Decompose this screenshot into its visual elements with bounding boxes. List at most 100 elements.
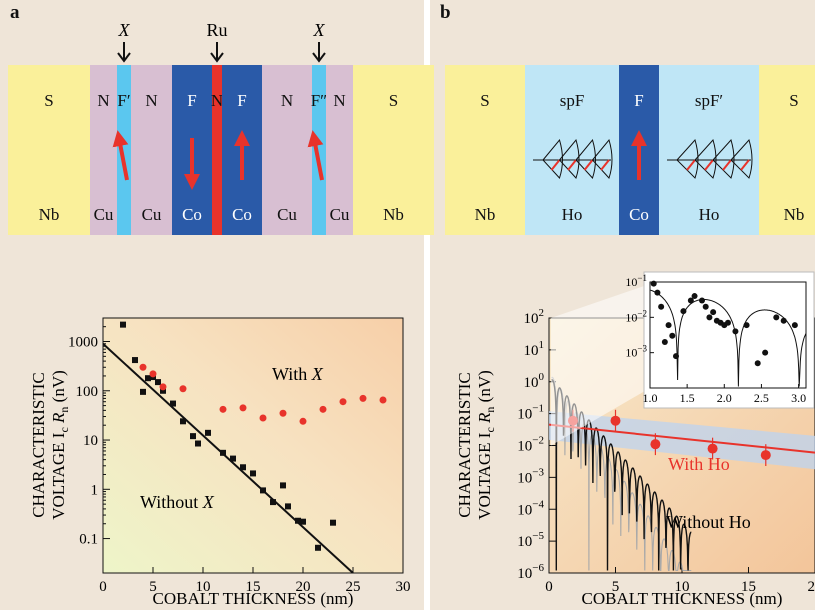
panel-a-layer-top-label: F [187, 91, 196, 110]
chart-a-plot-area [103, 318, 403, 573]
chart-a-point-with-x [319, 405, 327, 413]
panel-a-layer-top-label: N [281, 91, 293, 110]
chart-a-y-tick-label: 1000 [68, 335, 98, 351]
chart-a-point-without-x [260, 487, 266, 494]
panel-a-layer-bottom-label: Co [232, 205, 252, 224]
panel-b-layer-bottom-label: Ho [699, 205, 720, 224]
chart-b-y-tick-exp: −5 [532, 530, 544, 542]
chart-b-x-tick-label: 10 [675, 579, 690, 595]
chart-a-point-without-x [330, 519, 336, 526]
chart-b-x-tick-label: 15 [741, 579, 756, 595]
chart-b-y-tick-exp: −2 [532, 435, 544, 447]
chart-b-inset-point [702, 303, 709, 310]
chart-a-y-axis-title-part: n [57, 407, 71, 413]
chart-a-x-tick-label: 30 [396, 579, 411, 595]
panel-b-layer-4 [759, 65, 815, 235]
chart-b-inset-y-tick-exp: −2 [637, 308, 647, 318]
chart-b: 0510152010−610−510−410−310−210−110010110… [455, 271, 815, 608]
spiral-moment-icon [740, 159, 750, 171]
spiral-moment-icon [550, 159, 561, 171]
chart-b-y-tick-label: 100 [524, 371, 545, 391]
chart-b-inset-point [743, 322, 750, 329]
chart-b-inset-y-tick-label: 10−3 [625, 344, 647, 360]
spiral-moment-icon [583, 159, 594, 171]
chart-a-clipped-marks [103, 321, 387, 573]
chart-a-y-tick-label: 10 [83, 433, 98, 449]
chart-a-annotation-var: X [311, 364, 324, 384]
panel-a-layer-top-label: S [44, 91, 53, 110]
chart-a-point-without-x [155, 379, 161, 386]
panel-a-position-markers: X Ru X [117, 20, 326, 63]
chart-b-inset-point [710, 309, 717, 316]
magnetization-arrow-icon [307, 130, 324, 181]
chart-b-x-tick-label: 20 [808, 579, 815, 595]
chart-b-point-with-ho [760, 450, 771, 461]
chart-a-point-with-x [179, 385, 187, 393]
panel-a-letter: a [10, 2, 20, 23]
spiral-moment-icon [567, 159, 577, 171]
chart-b-annotation-without-ho: Without Ho [666, 512, 751, 532]
panel-a-layer-top-label: N [145, 91, 157, 110]
panel-b-layer-3 [659, 65, 759, 235]
spiral-cone-icon [730, 139, 753, 179]
chart-b-y-tick-label: 10−5 [517, 530, 544, 550]
chart-b-inset-point [706, 314, 713, 321]
panel-a-layer-top-label: F′ [117, 91, 130, 110]
chart-b-y-tick-label: 10−2 [517, 435, 544, 455]
chart-b-y-tick-exp: −3 [532, 466, 544, 478]
chart-a-point-without-x [300, 518, 306, 525]
spiral-cone-icon [712, 139, 735, 179]
chart-b-y-tick-label: 102 [524, 307, 545, 327]
panel-a-layer-top-label: N [333, 91, 345, 110]
chart-b-x-axis-title: COBALT THICKNESS (nm) [582, 589, 783, 608]
chart-a-point-with-x [139, 363, 147, 371]
panel-b-layer-top-label: spF′ [695, 91, 723, 110]
chart-b-inset-point [725, 319, 731, 326]
chart-b-inset-point [658, 303, 665, 310]
panel-a-layer-top-label: F [237, 91, 246, 110]
chart-a: 0 5 10 15 20 25 30 1000 100 10 1 0.1 COBALT THICKNES… [29, 317, 411, 608]
panel-a-layer-top-label: N [97, 91, 109, 110]
chart-b-y-tick-base: 10 [517, 407, 532, 423]
chart-a-point-without-x [315, 544, 321, 551]
panel-b-layer-bottom-label: Co [629, 205, 649, 224]
panel-a-layer-10 [353, 65, 434, 235]
chart-b-y-tick-base: 10 [517, 566, 532, 582]
chart-b-x-tick-label: 0 [545, 579, 553, 595]
chart-b-y-tick-exp: −1 [532, 403, 544, 415]
chart-a-point-without-x [160, 387, 166, 394]
chart-b-inset-point [661, 339, 668, 346]
chart-b-inset-point [650, 280, 657, 287]
spiral-moment-icon [704, 159, 714, 171]
chart-a-x-tick-label: 5 [149, 579, 157, 595]
chart-a-x-tick-label: 20 [296, 579, 311, 595]
panel-a-layer-0 [8, 65, 90, 235]
chart-b-inset-point [665, 322, 672, 329]
chart-b-y-tick-base: 10 [517, 470, 532, 486]
chart-a-y-tick-label: 1 [91, 482, 99, 498]
spiral-moment-icon [600, 159, 610, 171]
chart-a-y-tick-label: 0.1 [79, 532, 98, 548]
chart-b-inset-point [773, 314, 780, 321]
panel-b-layer-bottom-label: Ho [562, 205, 583, 224]
panel-a-layer-9 [326, 65, 353, 235]
chart-a-point-without-x [205, 429, 211, 436]
chart-b-y-tick-label: 10−1 [517, 403, 544, 423]
chart-b-inset-point [680, 308, 687, 315]
chart-b-y-tick-label: 10−4 [517, 498, 544, 518]
magnetization-arrow-icon [112, 130, 129, 181]
chart-b-y-tick-base: 10 [524, 343, 539, 359]
spiral-cone-icon [542, 138, 563, 179]
chart-b-point-with-ho [650, 439, 661, 450]
chart-b-y-tick-exp: −6 [532, 562, 544, 574]
chart-b-inset-point [762, 349, 769, 356]
chart-a-point-with-x [259, 414, 267, 422]
chart-a-point-without-x [195, 440, 201, 447]
chart-b-inset-point [780, 317, 787, 324]
chart-a-annotation-with-x: With X [272, 364, 324, 384]
panel-a-marker-label: X [118, 20, 131, 40]
chart-b-annotation-with-ho: With Ho [668, 454, 730, 474]
chart-a-point-without-x [250, 470, 256, 477]
chart-b-point-with-ho [707, 443, 718, 454]
chart-b-y-axis-title-part: c [483, 427, 497, 432]
